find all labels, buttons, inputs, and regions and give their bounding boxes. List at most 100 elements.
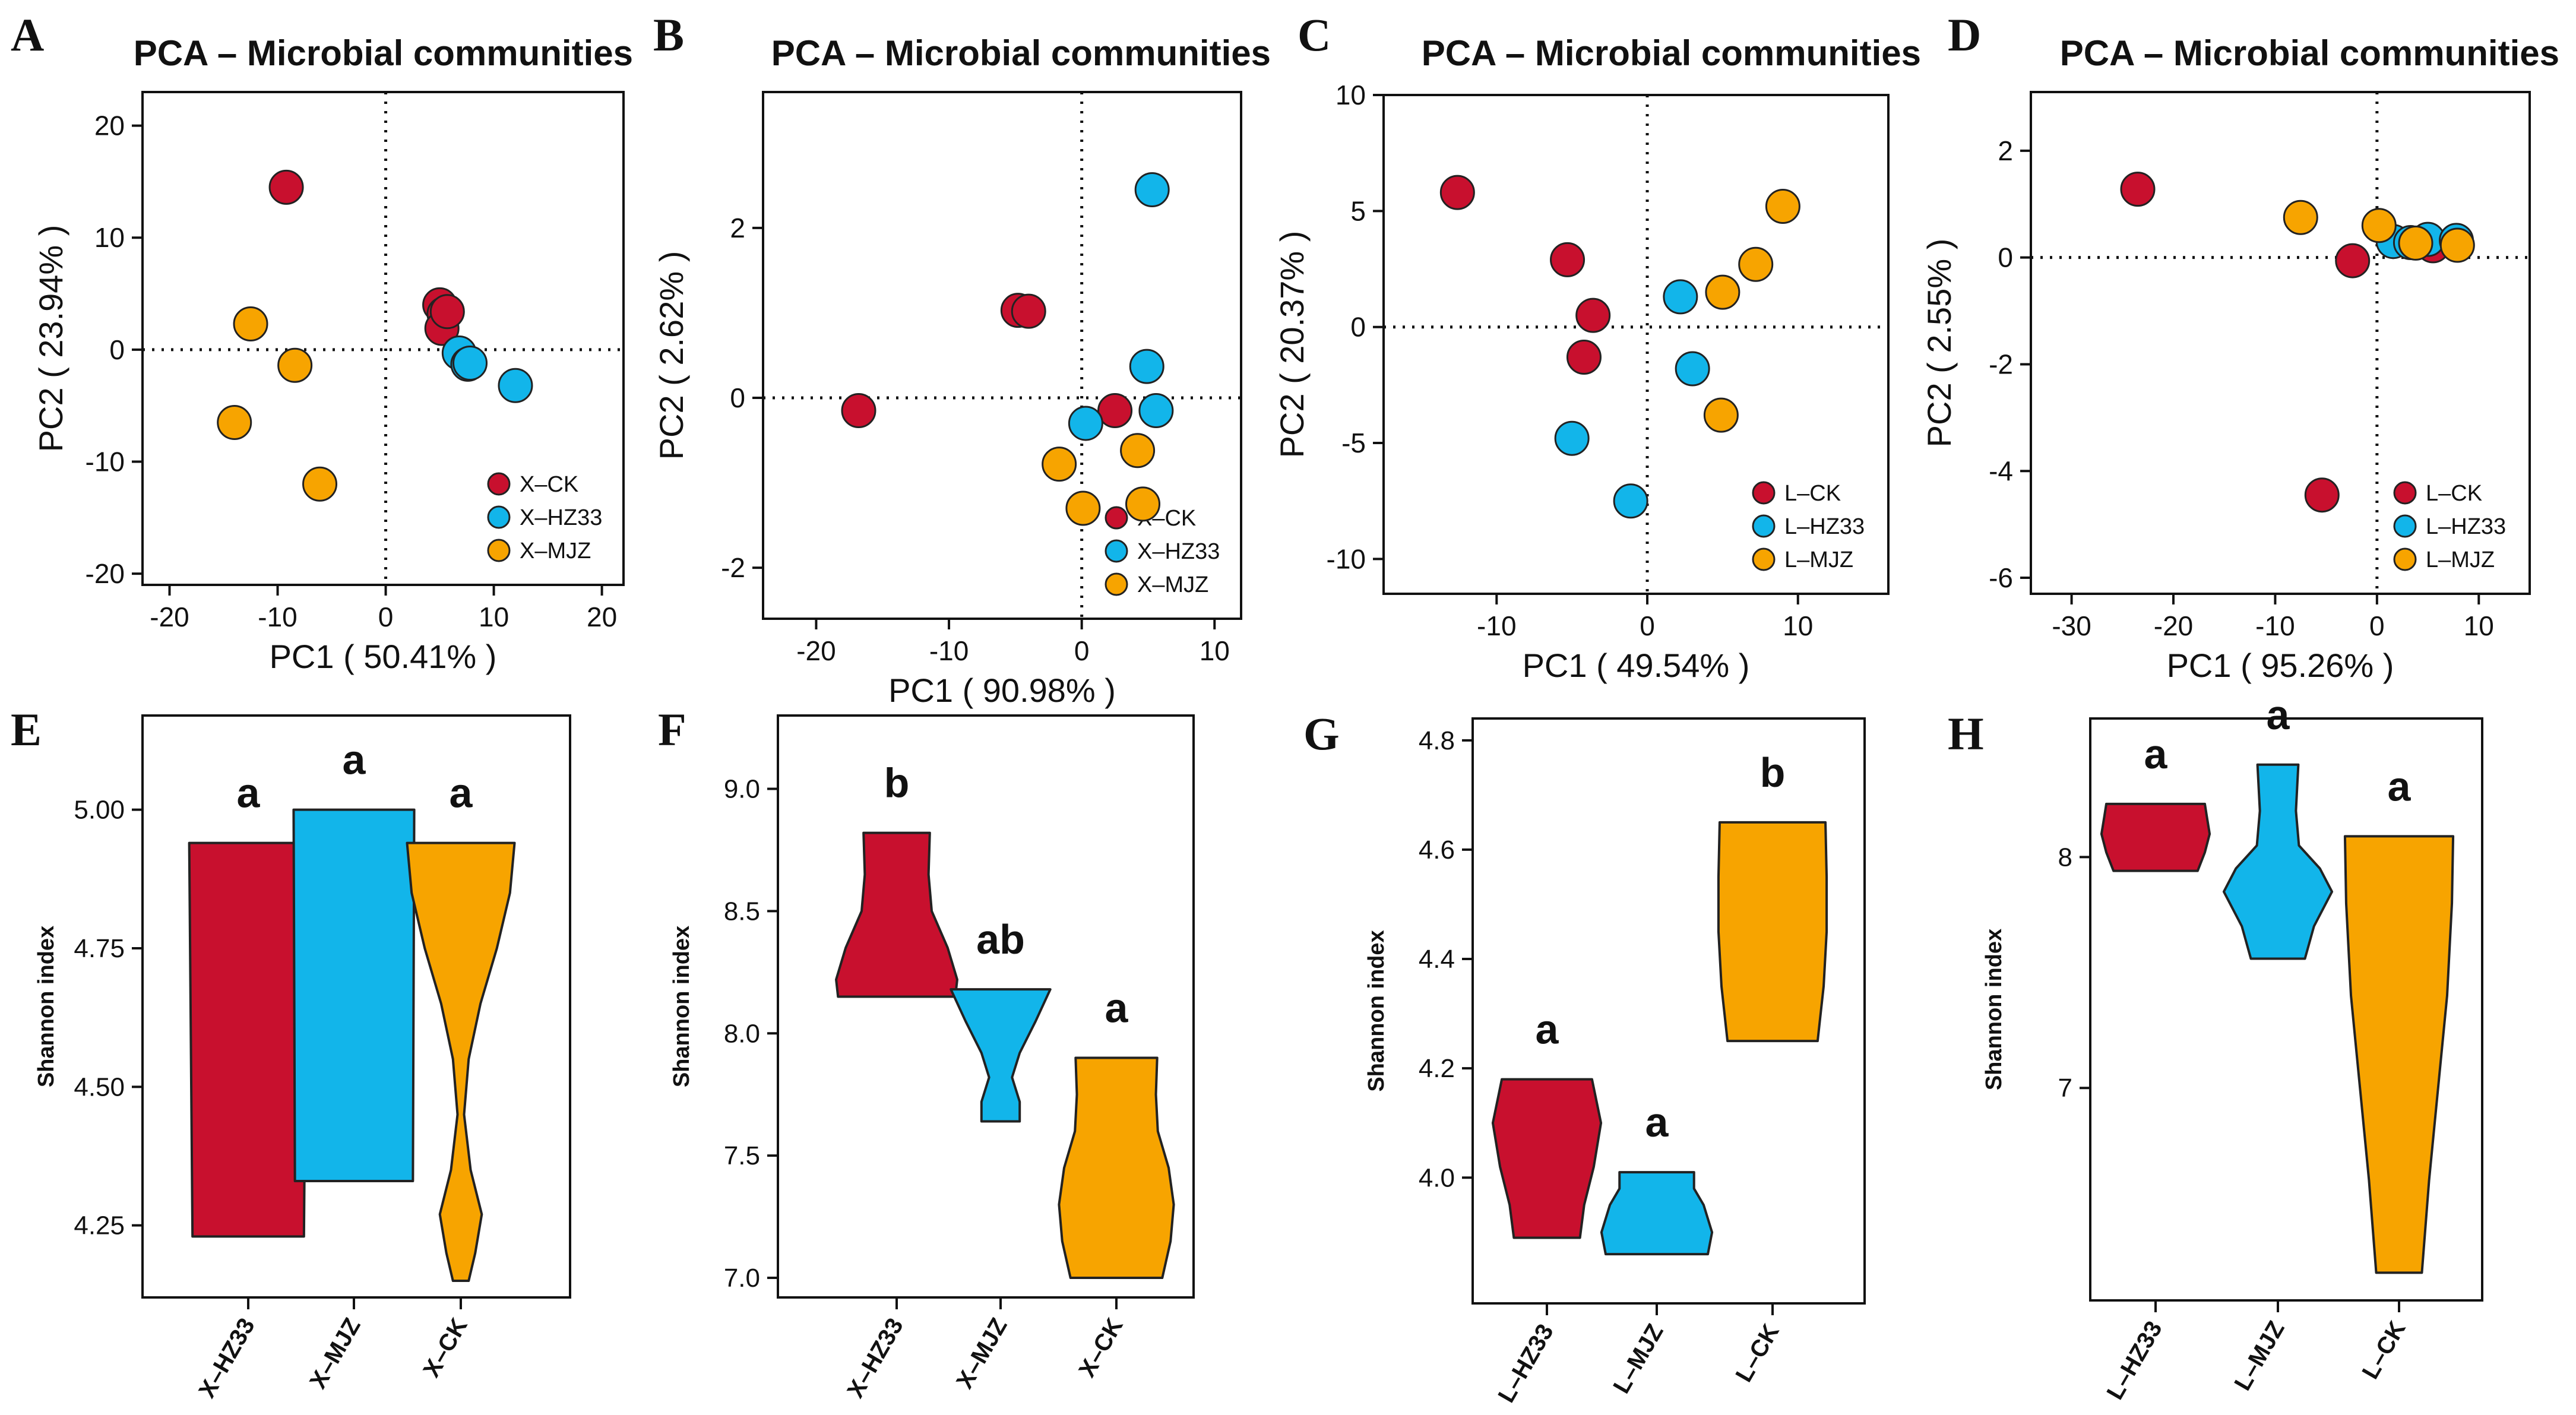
violin-red bbox=[835, 831, 958, 998]
legend-marker-blue bbox=[487, 505, 511, 529]
panel-label-G: G bbox=[1303, 708, 1340, 759]
significance-letter: b bbox=[1760, 749, 1786, 796]
data-point-orange bbox=[2439, 227, 2475, 263]
x-tick-label: 0 bbox=[2369, 610, 2385, 641]
x-tick-label: -10 bbox=[2255, 610, 2295, 641]
violin-blue bbox=[292, 808, 416, 1182]
data-point-orange bbox=[1065, 490, 1101, 526]
data-point-orange bbox=[1738, 246, 1774, 282]
data-point-orange bbox=[233, 306, 268, 341]
x-tick-label: X–CK bbox=[418, 1313, 473, 1382]
legend-marker-red bbox=[1752, 481, 1776, 505]
y-axis-label: PC2 ( 2.62% ) bbox=[653, 251, 690, 460]
significance-letter: a bbox=[343, 737, 366, 783]
y-tick-label: -10 bbox=[86, 447, 125, 477]
x-tick-label: X–CK bbox=[1074, 1313, 1128, 1382]
significance-letter: ab bbox=[976, 916, 1025, 963]
violin-red bbox=[2100, 802, 2211, 872]
y-tick-label: 7 bbox=[2058, 1074, 2072, 1103]
plot-frame bbox=[1471, 717, 1866, 1305]
data-point-blue bbox=[1613, 483, 1648, 519]
data-point-orange bbox=[2361, 208, 2397, 243]
legend-label: L–MJZ bbox=[1784, 547, 1853, 572]
plot-frame bbox=[2089, 717, 2483, 1302]
data-point-red bbox=[2304, 477, 2340, 513]
y-tick-label: 10 bbox=[94, 222, 125, 253]
y-tick-label: 10 bbox=[1336, 80, 1366, 110]
x-tick-label: X–MJZ bbox=[951, 1314, 1012, 1394]
data-point-orange bbox=[1042, 447, 1077, 482]
x-tick-label: -10 bbox=[929, 635, 969, 666]
y-axis-label: Shannon index bbox=[669, 926, 694, 1087]
y-tick-label: 9.0 bbox=[724, 775, 760, 804]
x-tick-label: -10 bbox=[1477, 610, 1516, 641]
y-tick-label: -10 bbox=[1327, 543, 1366, 574]
y-axis-label: Shannon index bbox=[1364, 930, 1389, 1091]
panel-label-A: A bbox=[11, 9, 44, 61]
plot-frame bbox=[141, 714, 571, 1299]
y-tick-label: 4.6 bbox=[1419, 835, 1455, 865]
x-tick-label: 0 bbox=[378, 602, 394, 632]
data-point-red bbox=[1566, 339, 1602, 375]
panel-label-B: B bbox=[653, 9, 684, 61]
legend-marker-red bbox=[487, 472, 511, 496]
violin-orange bbox=[1058, 1056, 1175, 1280]
x-tick-label: -20 bbox=[2154, 610, 2193, 641]
data-point-blue bbox=[1134, 172, 1170, 208]
x-tick-label: X–MJZ bbox=[305, 1314, 366, 1394]
y-axis-label: PC2 ( 23.94% ) bbox=[32, 225, 69, 452]
significance-letter: a bbox=[1105, 985, 1129, 1031]
data-point-blue bbox=[1138, 392, 1174, 428]
data-point-orange bbox=[1125, 486, 1161, 522]
legend-label: X–HZ33 bbox=[1137, 539, 1220, 564]
x-tick-label: 0 bbox=[1640, 610, 1655, 641]
legend-marker-orange bbox=[2393, 547, 2417, 571]
data-point-blue bbox=[1554, 420, 1590, 456]
data-point-orange bbox=[1120, 433, 1156, 468]
pca-panel-A: A PCA – Microbial communities -20 -10 0 10 20 -… bbox=[11, 9, 633, 675]
violin-orange bbox=[406, 841, 516, 1282]
x-tick-label: L–CK bbox=[2357, 1316, 2410, 1384]
violin-orange bbox=[2343, 835, 2455, 1274]
data-point-red bbox=[1439, 175, 1475, 210]
significance-letter: a bbox=[450, 770, 473, 816]
data-point-red bbox=[429, 294, 465, 330]
y-tick-label: 7.5 bbox=[724, 1141, 760, 1170]
x-tick-label: 10 bbox=[1200, 635, 1230, 666]
x-tick-label: 20 bbox=[587, 602, 617, 632]
violin-panel-F: F 7.0 7.5 8.0 8.5 9.0 Shannon index b X–HZ33 ab X–… bbox=[658, 704, 1195, 1403]
data-point-red bbox=[1575, 297, 1611, 333]
plot-frame bbox=[777, 714, 1195, 1299]
y-tick-label: 8.5 bbox=[724, 897, 760, 926]
data-point-blue bbox=[1663, 279, 1698, 315]
significance-letter: a bbox=[237, 770, 261, 816]
legend-marker-orange bbox=[1752, 547, 1776, 571]
data-point-orange bbox=[1705, 274, 1740, 310]
violin-red bbox=[188, 841, 309, 1238]
significance-letter: a bbox=[2388, 763, 2412, 809]
violin-panel-E: E 4.25 4.50 4.75 5.00 Shannon index a X–HZ33 a X–… bbox=[11, 704, 571, 1403]
x-tick-label: -20 bbox=[796, 635, 836, 666]
y-tick-label: 0 bbox=[730, 382, 745, 413]
panel-label-F: F bbox=[658, 704, 686, 755]
y-tick-label: 0 bbox=[1350, 312, 1366, 343]
data-point-blue bbox=[452, 346, 488, 381]
legend-label: X–MJZ bbox=[520, 539, 591, 564]
legend-marker-orange bbox=[487, 539, 511, 562]
legend-label: X–MJZ bbox=[1137, 572, 1208, 597]
y-tick-label: 0 bbox=[109, 334, 125, 365]
plot-frame bbox=[2030, 91, 2531, 595]
legend-marker-red bbox=[1105, 506, 1128, 530]
y-axis-label: Shannon index bbox=[34, 926, 59, 1087]
significance-letter: a bbox=[1645, 1099, 1669, 1145]
legend-marker-blue bbox=[2393, 514, 2417, 538]
x-axis-label: PC1 ( 49.54% ) bbox=[1523, 647, 1750, 684]
data-point-red bbox=[841, 392, 876, 428]
y-tick-label: 4.50 bbox=[74, 1072, 125, 1101]
chart-title: PCA – Microbial communities bbox=[2060, 33, 2559, 73]
chart-title: PCA – Microbial communities bbox=[134, 33, 633, 73]
data-point-blue bbox=[498, 368, 533, 403]
data-point-orange bbox=[1765, 189, 1800, 224]
legend-marker-orange bbox=[1105, 572, 1128, 596]
significance-letter: a bbox=[2144, 731, 2168, 777]
